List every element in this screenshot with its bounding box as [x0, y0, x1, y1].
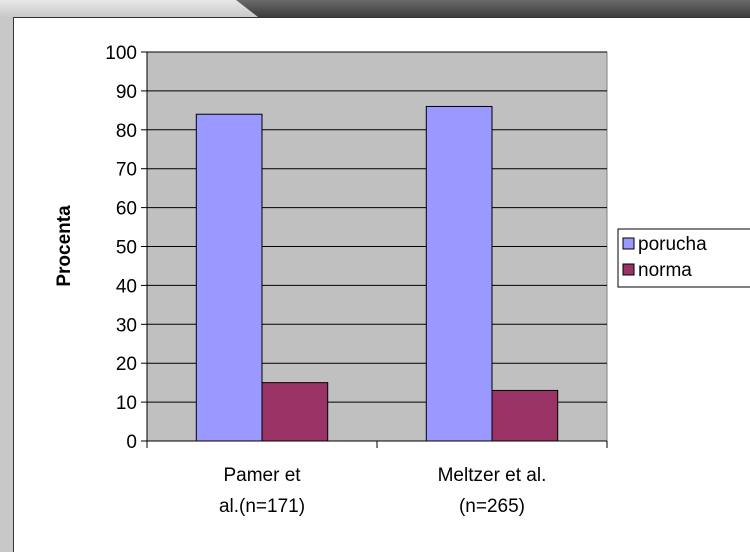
x-category-label: al.(n=171) — [219, 496, 305, 517]
y-tick-label: 40 — [116, 276, 137, 297]
y-tick-label: 10 — [116, 393, 137, 414]
y-tick-label: 0 — [126, 432, 137, 453]
x-category-label: (n=265) — [459, 496, 525, 517]
legend-label-porucha: porucha — [638, 234, 707, 255]
x-category-label: Meltzer et al. — [438, 465, 547, 486]
bars — [195, 105, 559, 442]
axes — [141, 51, 608, 448]
bar-porucha-0 — [195, 113, 263, 442]
legend-box — [617, 228, 750, 288]
x-category-label: Pamer et — [223, 465, 301, 486]
legend-swatch-norma — [622, 263, 635, 276]
y-tick-label: 30 — [116, 315, 137, 336]
bar-norma-0 — [261, 382, 329, 442]
y-tick-labels: 0 10 20 30 40 50 60 70 80 90 100 — [105, 43, 137, 453]
y-tick-label: 90 — [116, 82, 137, 103]
y-tick-label: 20 — [116, 354, 137, 375]
bar-porucha-1 — [425, 105, 493, 442]
legend: porucha norma — [617, 228, 750, 288]
legend-swatch-porucha — [622, 237, 635, 250]
legend-label-norma: norma — [638, 260, 692, 281]
y-tick-label: 50 — [116, 238, 137, 259]
x-category-labels: Pamer et al.(n=171) Meltzer et al. (n=265) — [219, 465, 546, 517]
window-frame-top-dark — [236, 0, 750, 17]
y-axis-label: Procenta — [54, 205, 75, 287]
y-tick-label: 100 — [105, 43, 137, 64]
bar-norma-1 — [491, 389, 559, 442]
y-tick-label: 70 — [116, 160, 137, 181]
y-tick-label: 60 — [116, 199, 137, 220]
y-tick-label: 80 — [116, 121, 137, 142]
